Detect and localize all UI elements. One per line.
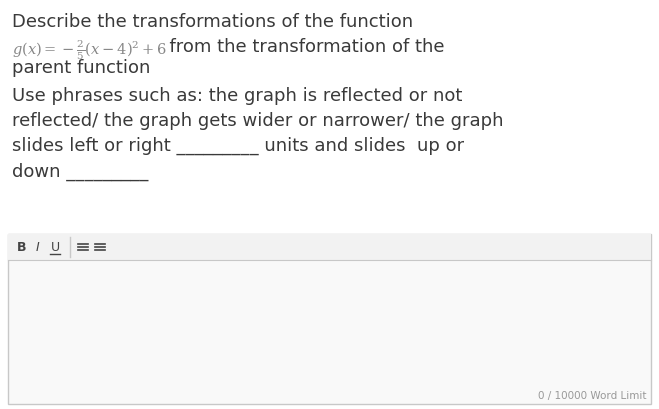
Text: from the transformation of the: from the transformation of the xyxy=(158,38,445,56)
Text: 0 / 10000 Word Limit: 0 / 10000 Word Limit xyxy=(538,390,647,400)
Text: B: B xyxy=(17,241,27,254)
Text: Describe the transformations of the function: Describe the transformations of the func… xyxy=(12,13,413,31)
Text: parent function: parent function xyxy=(12,59,150,77)
Text: U: U xyxy=(51,241,59,254)
Text: $g(x)=-\frac{2}{5}(x-4)^{2}+6$: $g(x)=-\frac{2}{5}(x-4)^{2}+6$ xyxy=(12,38,167,62)
Text: Use phrases such as: the graph is reflected or not
reflected/ the graph gets wid: Use phrases such as: the graph is reflec… xyxy=(12,87,503,180)
Text: I: I xyxy=(36,241,40,254)
Bar xyxy=(8,234,651,261)
Bar xyxy=(8,234,651,404)
